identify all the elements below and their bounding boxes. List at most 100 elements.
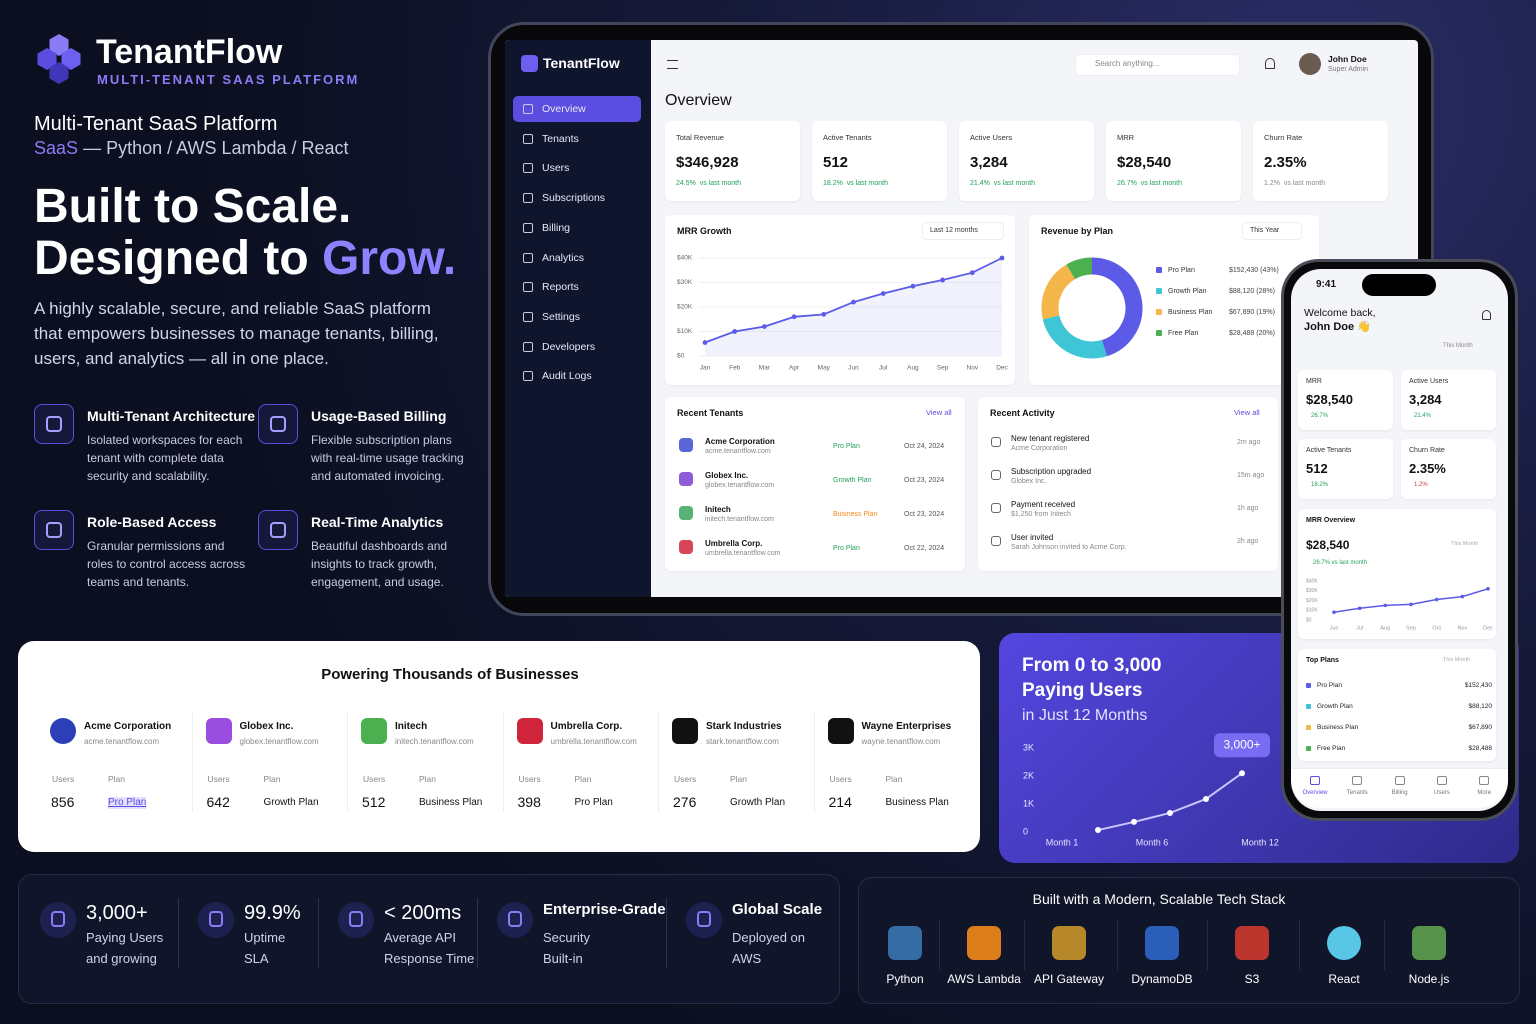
tenant-logo: [679, 472, 693, 486]
activity-time: 15m ago: [1237, 472, 1265, 479]
column-label: Plan: [574, 774, 592, 784]
point: [791, 314, 797, 320]
point: [999, 255, 1005, 261]
y-tick-label: $0: [677, 353, 685, 360]
card-title: MRR Overview: [1306, 517, 1356, 524]
kpi-change: 26.7% vs last month: [1117, 180, 1182, 187]
point: [1460, 594, 1465, 599]
kpi-value: 2.35%: [1264, 154, 1307, 171]
business-users: 214: [828, 794, 852, 810]
text: Grow.: [322, 232, 457, 285]
stat-glyph: [209, 911, 223, 927]
description: A highly scalable, secure, and reliable …: [34, 299, 439, 368]
text: Designed to: [34, 232, 323, 285]
divider: [1299, 920, 1300, 970]
donut-segment: [1066, 257, 1093, 280]
headline-2: Designed to Grow.: [34, 230, 474, 286]
brand-tagline: MULTI-TENANT SAAS PLATFORM: [97, 72, 360, 87]
point: [1203, 795, 1209, 802]
tech-label: React: [1328, 972, 1360, 986]
period-select: [1242, 222, 1302, 240]
user-role: Super Admin: [1328, 66, 1369, 73]
kpi-label: Total Revenue: [676, 133, 724, 142]
tenant-date: Oct 22, 2024: [904, 545, 945, 552]
tab-icon: [1479, 776, 1490, 785]
hero-heading: Multi-Tenant SaaS Platform: [34, 113, 278, 135]
divider: [502, 712, 504, 812]
column-label: Users: [207, 774, 230, 784]
x-tick-label: Jul: [879, 365, 888, 372]
divider: [1024, 920, 1025, 970]
feature-text: Isolated workspaces for each tenant with…: [87, 433, 243, 483]
mrr-card: [665, 215, 1015, 385]
donut-chart: Pro Plan $152,430 (43%) Growth Plan $88,120…: [1041, 257, 1279, 359]
business-domain: wayne.tenantflow.com: [861, 737, 941, 746]
divider: [658, 712, 659, 812]
business-plan: Growth Plan: [730, 797, 786, 808]
tech-label: AWS Lambda: [947, 972, 1021, 986]
activity-title: New tenant registered: [1011, 434, 1090, 443]
plan-dot: [1306, 683, 1311, 688]
plan-name: Free Plan: [1317, 745, 1346, 752]
text: — Python / AWS Lambda / React: [83, 138, 349, 158]
point: [969, 270, 975, 276]
card-change: 26.7% vs last month: [1313, 560, 1368, 566]
text: SaaS: [34, 138, 79, 158]
period: This Year: [1250, 227, 1280, 234]
legend-label: Business Plan: [1168, 309, 1212, 316]
business-users: 276: [673, 794, 697, 810]
tab-icon: [1436, 776, 1447, 785]
tenant-domain: acme.tenantflow.com: [705, 448, 771, 455]
business-plan: Pro Plan: [574, 797, 613, 808]
legend-label: Pro Plan: [1168, 267, 1195, 274]
x-tick-label: Jun: [1330, 625, 1339, 631]
mrr-overview-card: [1298, 509, 1496, 639]
column-label: Users: [674, 774, 697, 784]
tech-icon: [1412, 926, 1446, 960]
business-domain: globex.tenantflow.com: [239, 737, 319, 746]
status-time: 9:41: [1316, 279, 1337, 290]
feature-icon: [34, 510, 74, 550]
feature-icon-glyph: [46, 522, 62, 538]
logo-hex: [37, 48, 57, 70]
point: [1095, 827, 1101, 834]
activity-title: Payment received: [1011, 500, 1076, 509]
tech-icon: [1052, 926, 1086, 960]
page-title: Overview: [665, 92, 732, 109]
nav-item: Subscriptions: [542, 192, 606, 205]
y-tick-label: 1K: [1023, 798, 1034, 808]
feature-icon: [258, 510, 298, 550]
stat-line: AWS: [732, 951, 762, 966]
feature-text: Granular permissions and roles to contro…: [87, 539, 246, 589]
divider: [1384, 920, 1385, 970]
tab-label: Billing: [1391, 790, 1408, 796]
brand-name: TenantFlow: [96, 33, 283, 71]
area: [705, 258, 1002, 356]
x-tick-label: Month 12: [1241, 837, 1279, 847]
y-tick-label: 3K: [1023, 742, 1034, 752]
divider: [813, 712, 815, 812]
nav-icon: [523, 282, 533, 293]
divider: [477, 898, 478, 968]
column-label: Plan: [885, 774, 903, 784]
tenant-date: Oct 23, 2024: [904, 511, 945, 518]
nav-item: Audit Logs: [542, 370, 592, 383]
tech-icon: [1145, 926, 1179, 960]
chart-title: MRR Growth: [677, 226, 732, 236]
view-all: View all: [926, 408, 952, 417]
business-domain: umbrella.tenantflow.com: [550, 737, 637, 746]
nav-item: Developers: [542, 340, 596, 353]
kpi-label: Active Users: [970, 133, 1013, 142]
donut-segment: [1042, 315, 1107, 359]
column-label: Users: [518, 774, 541, 784]
kpi-label: Active Tenants: [823, 133, 872, 142]
kpi-change: 21.4% vs last month: [970, 180, 1035, 187]
feature-icon-glyph: [270, 416, 286, 432]
divider: [347, 712, 348, 812]
business-plan: Growth Plan: [263, 797, 319, 808]
logo: [37, 34, 81, 84]
stat-line: Response Time: [384, 951, 475, 966]
activity-card: [978, 397, 1278, 571]
y-tick-label: $10K: [677, 328, 693, 335]
top-plans-card: [1298, 649, 1496, 761]
